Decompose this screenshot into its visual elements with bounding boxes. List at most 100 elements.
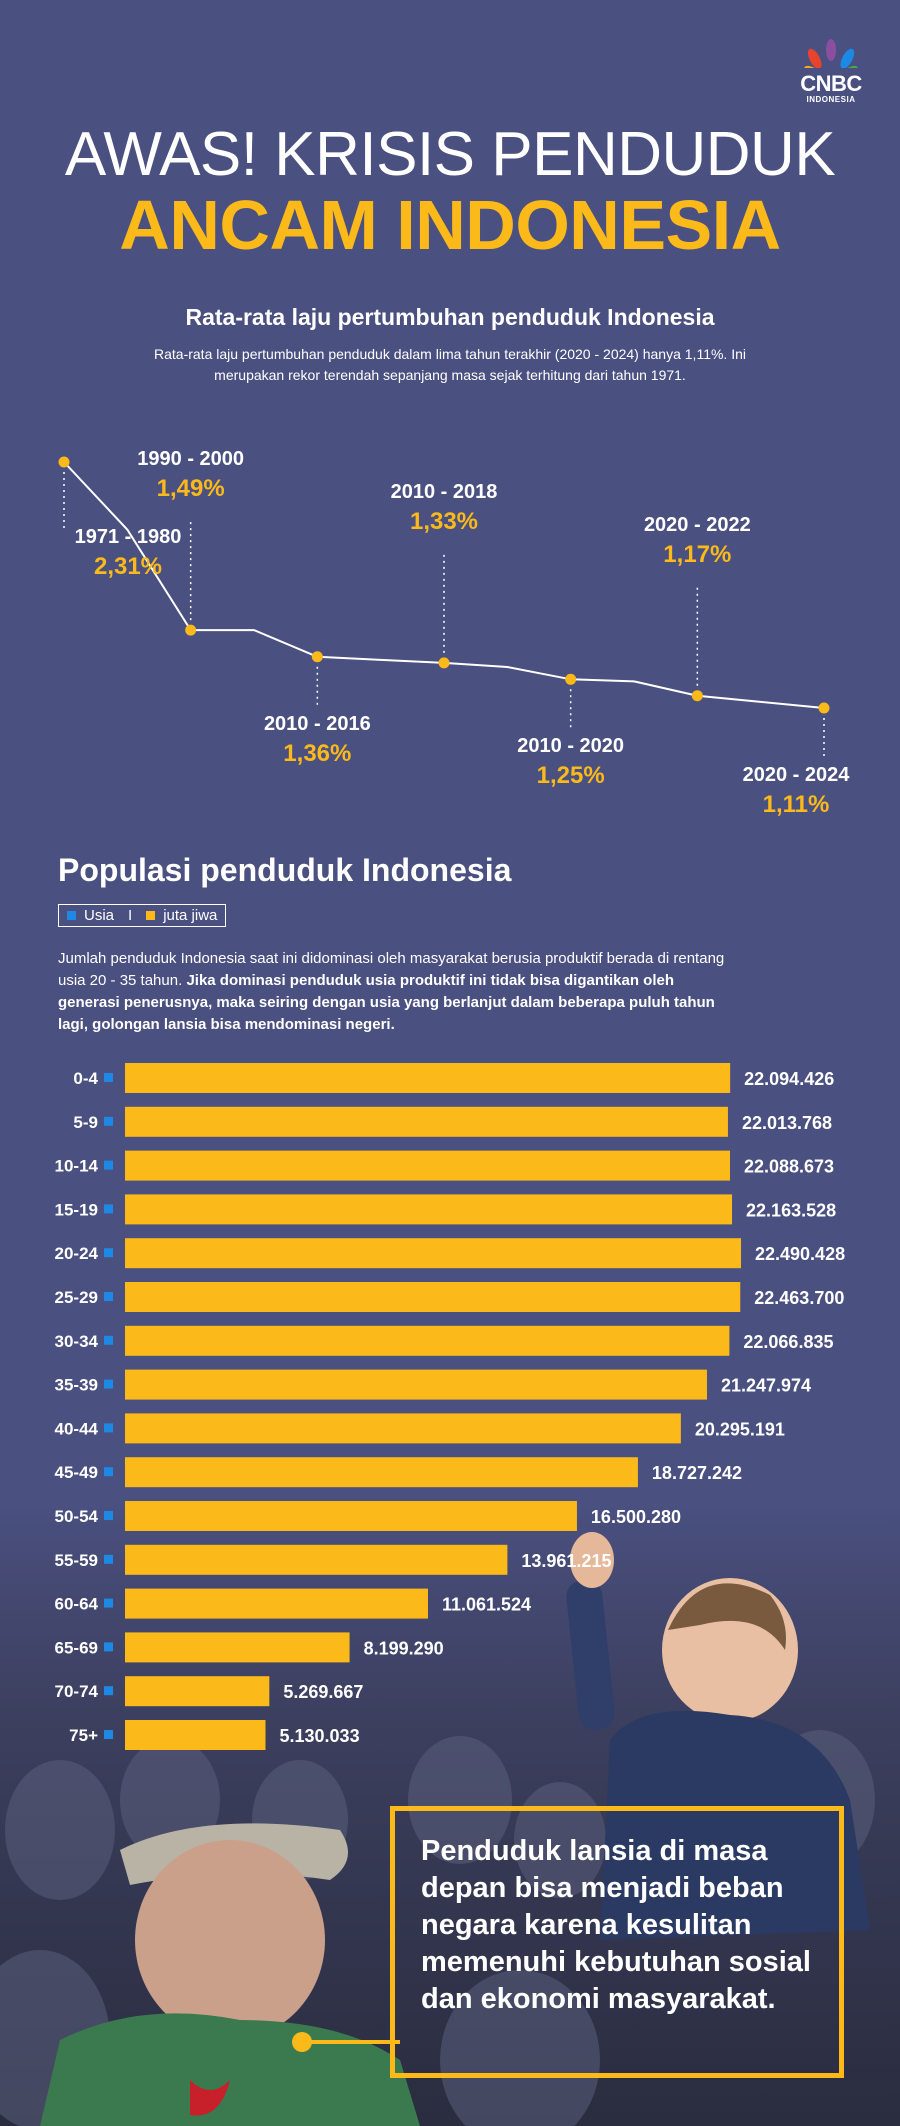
growth-point-label: 2010 - 2018 1,33% xyxy=(344,481,544,536)
population-value-label: 5.130.033 xyxy=(280,1726,360,1746)
growth-point-label: 1971 - 1980 2,31% xyxy=(28,526,228,581)
legend-age-label: Usia xyxy=(84,907,115,924)
age-marker xyxy=(104,1116,113,1126)
population-bar xyxy=(125,1150,730,1181)
age-marker xyxy=(104,1598,113,1608)
growth-point-label: 1990 - 2000 1,49% xyxy=(91,448,291,503)
age-group-label: 20-24 xyxy=(55,1244,99,1263)
growth-value-label: 1,33% xyxy=(409,507,479,535)
age-group-label: 5-9 xyxy=(73,1113,98,1132)
growth-period-label: 2020 - 2022 xyxy=(643,513,751,536)
callout-pointer xyxy=(292,2032,400,2052)
population-value-label: 22.066.835 xyxy=(743,1332,833,1352)
growth-period-label: 1990 - 2000 xyxy=(137,448,245,471)
age-marker xyxy=(104,1204,113,1214)
growth-point-marker xyxy=(565,673,577,685)
headline-line1: AWAS! KRISIS PENDUDUK xyxy=(64,120,836,189)
age-marker xyxy=(104,1467,113,1477)
population-title: Populasi penduduk Indonesia xyxy=(58,852,512,888)
age-group-label: 75+ xyxy=(69,1726,98,1745)
age-group-label: 15-19 xyxy=(55,1200,98,1219)
age-marker xyxy=(104,1160,113,1170)
age-marker xyxy=(104,1379,113,1389)
age-group-label: 0-4 xyxy=(73,1069,98,1088)
population-bar xyxy=(125,1544,508,1575)
child-figure xyxy=(566,1532,870,1940)
growth-point-label: 2020 - 2022 1,17% xyxy=(597,514,797,569)
population-value-label: 22.463.700 xyxy=(754,1288,844,1308)
peacock-icon xyxy=(804,39,858,81)
population-value-label: 20.295.191 xyxy=(695,1419,785,1439)
age-group-label: 40-44 xyxy=(55,1419,99,1438)
age-marker xyxy=(104,1073,113,1082)
population-value-label: 11.061.524 xyxy=(442,1595,531,1615)
population-bar xyxy=(125,1106,728,1137)
population-value-label: 22.163.528 xyxy=(746,1200,836,1220)
growth-point-marker xyxy=(185,624,197,636)
age-group-label: 60-64 xyxy=(55,1595,99,1614)
age-marker xyxy=(104,1335,113,1345)
population-bar xyxy=(125,1501,577,1531)
age-group-label: 70-74 xyxy=(55,1682,99,1701)
age-group-label: 10-14 xyxy=(55,1157,99,1176)
growth-point-label: 2010 - 2016 1,36% xyxy=(217,713,417,768)
growth-point-marker xyxy=(438,657,450,669)
growth-point-marker xyxy=(818,702,830,714)
growth-period-label: 1971 - 1980 xyxy=(74,526,182,548)
headline-line2: ANCAM INDONESIA xyxy=(119,186,781,264)
population-bar xyxy=(125,1238,741,1269)
growth-period-label: 2020 - 2024 xyxy=(742,764,850,786)
age-marker xyxy=(104,1642,113,1652)
growth-value-label: 1,36% xyxy=(283,739,352,767)
population-legend: Usia I juta jiwa xyxy=(58,904,227,927)
growth-value-label: 2,31% xyxy=(93,553,163,580)
age-marker xyxy=(104,1292,113,1301)
population-value-label: 22.490.428 xyxy=(755,1244,845,1264)
age-group-label: 50-54 xyxy=(55,1507,99,1526)
population-bar xyxy=(125,1632,350,1663)
population-bar xyxy=(125,1720,266,1750)
population-value-label: 22.088.673 xyxy=(744,1157,834,1177)
growth-point-marker xyxy=(58,456,70,468)
age-group-label: 45-49 xyxy=(55,1463,98,1482)
population-bar xyxy=(125,1457,638,1488)
population-desc-bold: Jika dominasi penduduk usia produktif in… xyxy=(58,972,715,1033)
age-marker xyxy=(104,1511,113,1520)
growth-title: Rata-rata laju pertumbuhan penduduk Indo… xyxy=(185,304,715,330)
population-bar xyxy=(125,1063,731,1093)
age-marker xyxy=(104,1423,113,1433)
legend-age-swatch xyxy=(67,911,76,920)
population-value-label: 21.247.974 xyxy=(721,1376,811,1396)
age-group-label: 55-59 xyxy=(55,1551,98,1570)
age-marker xyxy=(104,1730,113,1739)
cnbc-logo: CNBC INDONESIA xyxy=(786,38,876,104)
callout-text: Penduduk lansia di masa depan bisa menja… xyxy=(421,1835,811,2015)
legend-unit-label: juta jiwa xyxy=(163,907,218,924)
growth-period-label: 2010 - 2016 xyxy=(263,712,371,735)
brand-name: CNBC xyxy=(800,71,862,96)
growth-point-label: 2010 - 2020 1,25% xyxy=(471,735,671,790)
population-value-label: 16.500.280 xyxy=(591,1507,681,1527)
growth-period-label: 2010 - 2020 xyxy=(517,735,625,758)
age-group-label: 25-29 xyxy=(55,1288,98,1307)
age-group-label: 30-34 xyxy=(55,1332,99,1351)
population-bar xyxy=(125,1413,681,1444)
population-bar xyxy=(125,1369,707,1400)
age-group-label: 35-39 xyxy=(55,1376,98,1395)
population-value-label: 8.199.290 xyxy=(364,1638,444,1658)
legend-separator: I xyxy=(128,907,133,924)
growth-line-chart xyxy=(58,456,830,758)
age-group-label: 65-69 xyxy=(55,1638,98,1657)
growth-value-label: 1,49% xyxy=(156,475,225,503)
population-value-label: 5.269.667 xyxy=(283,1682,363,1702)
population-value-label: 13.961.215 xyxy=(521,1551,611,1571)
growth-value-label: 1,25% xyxy=(536,762,605,790)
population-bar xyxy=(125,1325,730,1356)
population-bar xyxy=(125,1194,733,1225)
growth-value-label: 1,17% xyxy=(663,540,732,568)
legend-unit-swatch xyxy=(146,911,156,920)
callout-box: Penduduk lansia di masa depan bisa menja… xyxy=(390,1806,844,2078)
population-value-label: 22.094.426 xyxy=(744,1069,834,1089)
population-bar-chart: 0-4 22.094.426 5-9 22.013.768 10-14 22.088.67… xyxy=(55,1063,845,1750)
growth-point-marker xyxy=(311,651,323,663)
